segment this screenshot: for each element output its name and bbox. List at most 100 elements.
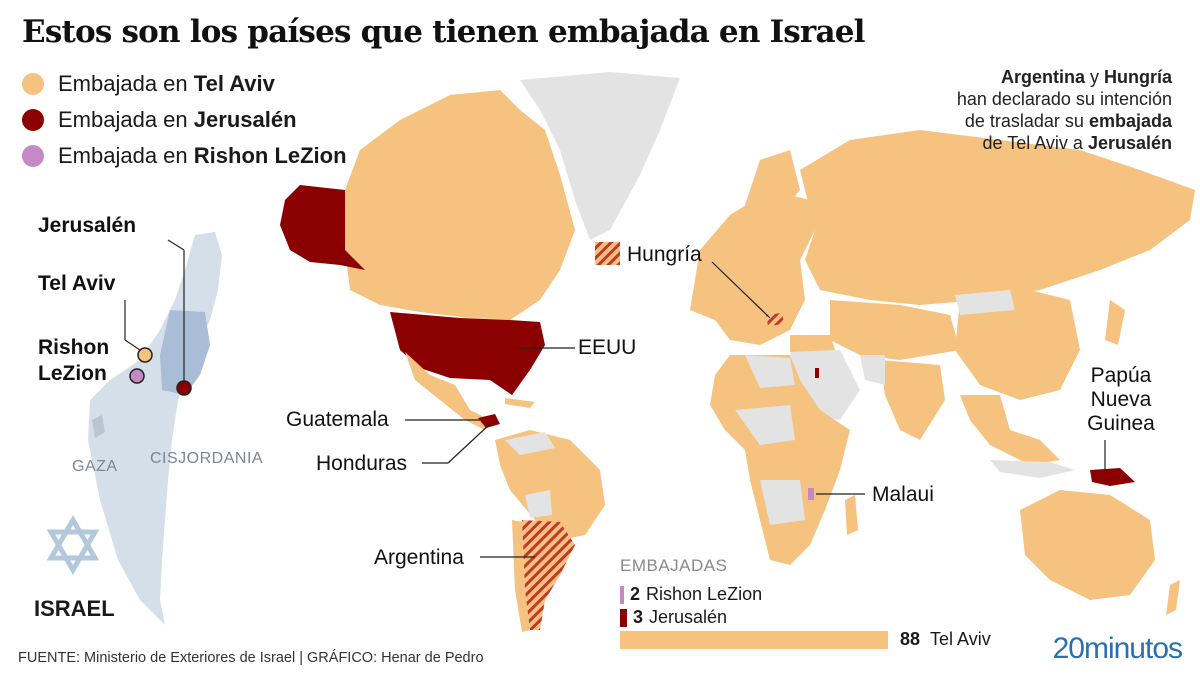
label-honduras: Honduras — [316, 452, 408, 475]
central-asia — [830, 300, 960, 360]
north-africa-gray — [745, 355, 795, 388]
jerusalen-leader — [167, 239, 185, 251]
indonesia-gray — [990, 460, 1075, 478]
usa — [390, 312, 545, 395]
legend-dot-icon — [22, 73, 44, 95]
pakistan-gray — [860, 355, 885, 385]
note-line3b: embajada — [1088, 111, 1172, 131]
africa — [710, 355, 850, 565]
argentina — [522, 520, 575, 630]
madagascar — [845, 495, 858, 535]
new-zealand — [1166, 580, 1180, 615]
label-eeuu: EEUU — [578, 336, 637, 359]
hungria-leader — [711, 261, 771, 319]
legend-prefix: Embajada en — [58, 71, 188, 96]
brand-logo: 20minutos — [1052, 632, 1183, 666]
stat-count: 3 — [633, 607, 644, 627]
marker-tel-aviv — [137, 347, 153, 363]
europe — [690, 190, 815, 345]
canada — [345, 90, 575, 320]
city-rishon-1: Rishon — [38, 336, 110, 359]
hungary — [766, 313, 784, 326]
southeast-asia — [960, 395, 1060, 465]
israel-label: ISRAEL — [34, 596, 115, 621]
label-hungria: Hungría — [627, 243, 702, 266]
stat-label: Tel Aviv — [930, 629, 991, 649]
page-title: Estos son los países que tienen embajada… — [22, 14, 865, 50]
uk — [712, 240, 726, 275]
note-country1: Argentina — [1000, 67, 1085, 87]
label-guatemala: Guatemala — [286, 408, 389, 431]
stat-bar — [620, 585, 624, 604]
japan — [1105, 300, 1125, 345]
brand-num: 20 — [1052, 632, 1085, 665]
legend-item-rishon: Embajada en Rishon LeZion — [22, 138, 347, 174]
stat-bar — [620, 608, 627, 627]
stat-label: Rishon LeZion — [646, 584, 763, 604]
papua-new-guinea — [1090, 468, 1135, 486]
cuba — [505, 398, 535, 408]
label-papua-1: Papúa — [1090, 364, 1152, 387]
legend-prefix: Embajada en — [58, 143, 188, 168]
mexico — [405, 352, 490, 430]
stat-label: Jerusalén — [649, 607, 728, 627]
stat-tel-aviv: 88 Tel Aviv — [620, 629, 991, 650]
mongolia — [955, 290, 1015, 315]
note-line3a: de trasladar su — [964, 111, 1089, 131]
stat-bar — [620, 630, 888, 649]
legend-item-jerusalen: Embajada en Jerusalén — [22, 102, 347, 138]
legend-dot-icon — [22, 109, 44, 131]
greenland — [520, 72, 680, 240]
stat-count: 2 — [630, 584, 641, 604]
hungria-swatch — [595, 242, 620, 265]
city-tel-aviv: Tel Aviv — [38, 272, 116, 295]
russia — [800, 130, 1195, 305]
label-malaui: Malaui — [872, 483, 934, 506]
legend-dot-icon — [22, 145, 44, 167]
cisjordania-shape — [160, 310, 210, 395]
guatemala-honduras — [478, 414, 500, 428]
sahel-gray — [735, 405, 795, 445]
brand-word: minutos — [1083, 632, 1183, 665]
legend-item-tel-aviv: Embajada en Tel Aviv — [22, 66, 347, 102]
legend-city: Rishon LeZion — [193, 143, 347, 168]
note-line2: han declarado su intención — [956, 89, 1172, 109]
note-conj: y — [1084, 67, 1104, 87]
marker-jerusalen — [176, 380, 192, 396]
scandinavia — [745, 150, 800, 225]
region-gaza: GAZA — [72, 458, 118, 475]
bolivia-gray — [525, 490, 552, 518]
star-of-david-icon — [46, 515, 100, 575]
legend-city: Jerusalén — [193, 107, 297, 132]
australia — [1020, 490, 1155, 600]
stat-rishon: 2 Rishon LeZion — [620, 584, 762, 605]
gaza-shape — [92, 415, 105, 438]
legend-city: Tel Aviv — [193, 71, 275, 96]
china — [955, 290, 1080, 400]
stats-title: EMBAJADAS — [620, 556, 728, 575]
alaska — [280, 185, 365, 270]
city-jerusalen: Jerusalén — [38, 214, 137, 237]
south-africa-gray — [760, 480, 805, 525]
stat-jerusalen: 3 Jerusalén — [620, 607, 727, 628]
legend-prefix: Embajada en — [58, 107, 188, 132]
note-line4a: de Tel Aviv a — [982, 133, 1088, 153]
venezuela-gray — [505, 432, 555, 455]
region-cisjordania: CISJORDANIA — [150, 450, 264, 467]
chile — [512, 520, 530, 632]
israel-dot — [815, 368, 819, 378]
turkey-area — [790, 335, 835, 352]
stat-count: 88 — [900, 629, 921, 649]
label-papua-2: Nueva — [1090, 388, 1152, 411]
label-papua-3: Guinea — [1087, 412, 1155, 435]
note-text: Argentina y Hungría han declarado su int… — [872, 66, 1172, 154]
malawi — [808, 488, 814, 500]
note-country2: Hungría — [1103, 67, 1172, 87]
note-line4b: Jerusalén — [1087, 133, 1172, 153]
honduras-leader-diag — [447, 423, 491, 464]
city-rishon-2: LeZion — [38, 362, 107, 385]
india — [880, 360, 945, 440]
label-argentina: Argentina — [374, 546, 464, 569]
marker-rishon — [129, 368, 145, 384]
